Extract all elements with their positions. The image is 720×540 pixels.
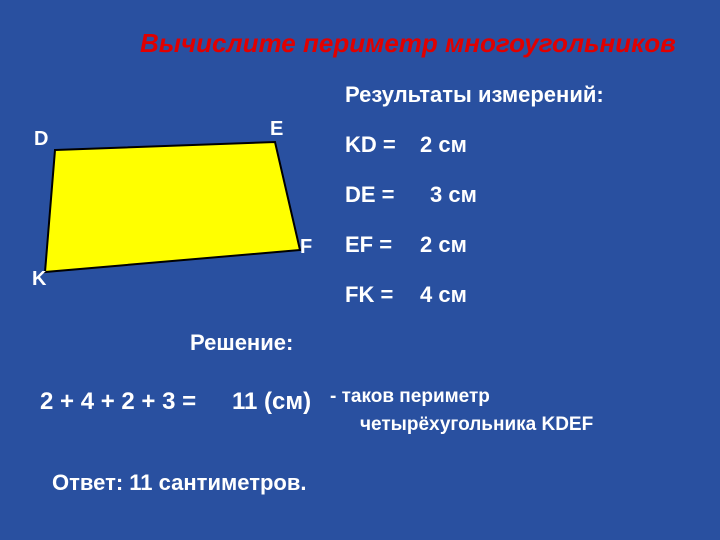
- meas-label-3: FK =: [345, 282, 393, 308]
- solution-explain-1: - таков периметр: [330, 386, 490, 408]
- vertex-label-k: K: [32, 268, 46, 291]
- meas-value-1: 3 см: [430, 182, 477, 208]
- meas-value-0: 2 см: [420, 132, 467, 158]
- solution-label: Решение:: [190, 330, 293, 356]
- polygon-figure: [30, 120, 320, 305]
- solution-expression: 2 + 4 + 2 + 3 =: [40, 388, 196, 416]
- answer-text: Ответ: 11 сантиметров.: [52, 470, 306, 496]
- meas-label-0: KD =: [345, 132, 396, 158]
- meas-label-1: DE =: [345, 182, 395, 208]
- meas-label-2: EF =: [345, 232, 392, 258]
- solution-explain-2: четырёхугольника KDEF: [360, 414, 593, 436]
- measurements-header: Результаты измерений:: [345, 82, 604, 108]
- vertex-label-d: D: [34, 128, 48, 151]
- page-title: Вычислите периметр многоугольников: [140, 28, 676, 59]
- solution-result: 11 (см): [232, 388, 311, 416]
- vertex-label-e: E: [270, 118, 283, 141]
- meas-value-3: 4 см: [420, 282, 467, 308]
- vertex-label-f: F: [300, 236, 312, 259]
- meas-value-2: 2 см: [420, 232, 467, 258]
